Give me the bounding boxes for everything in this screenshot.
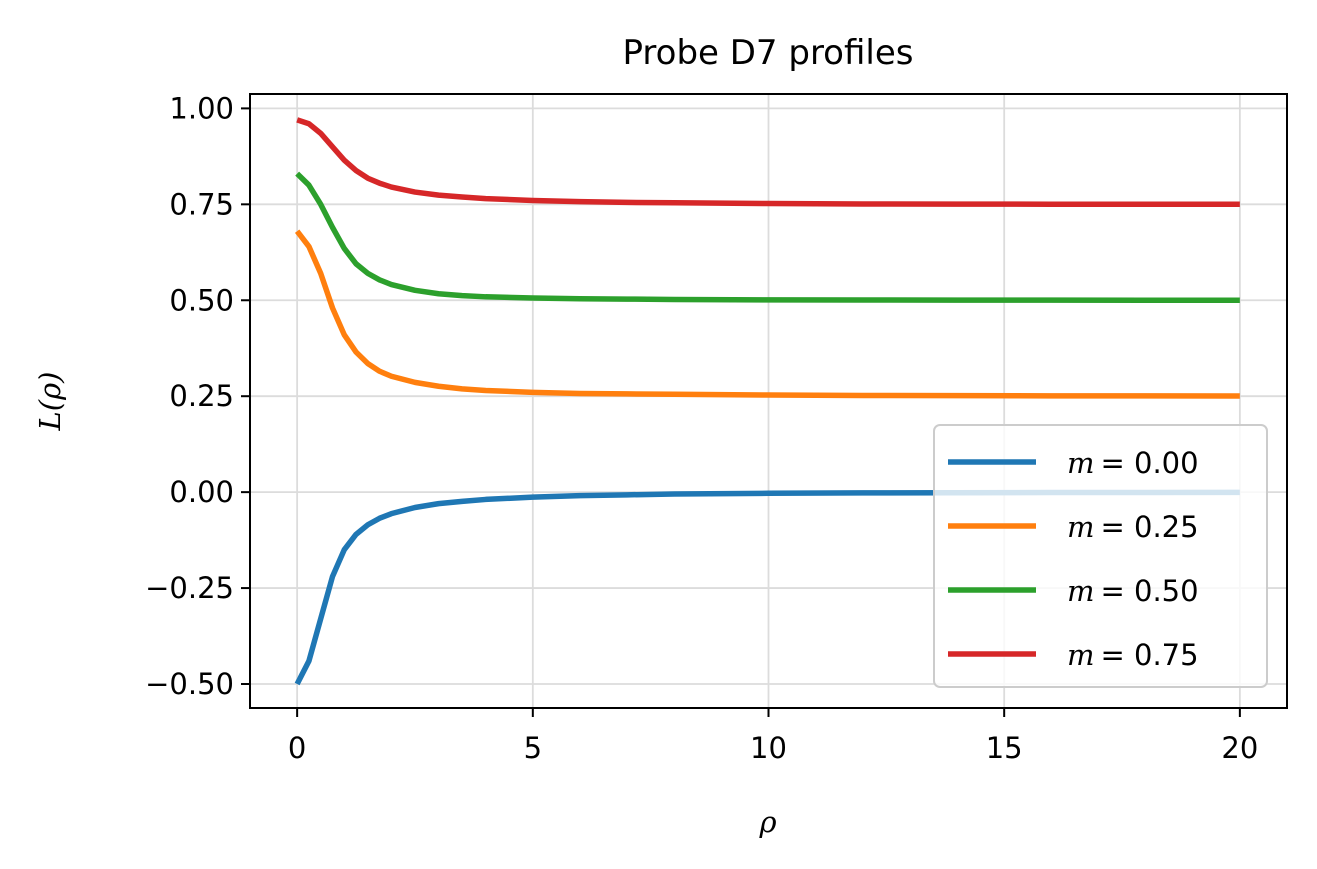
legend-label-value: = 0.50	[1101, 574, 1199, 608]
legend-box	[933, 424, 1268, 688]
y-tick-label: 0.50	[169, 283, 234, 317]
y-tick-label: 1.00	[169, 91, 234, 125]
legend-label-3: m = 0.75	[1067, 638, 1199, 672]
legend-label-symbol: m	[1067, 446, 1095, 480]
series-lines	[294, 117, 1240, 686]
legend-label-1: m = 0.25	[1067, 510, 1199, 544]
legend-label-value: = 0.00	[1101, 446, 1199, 480]
series-line-3	[296, 117, 1240, 208]
x-tick-label: 10	[750, 731, 787, 765]
x-tick-label: 5	[524, 731, 542, 765]
x-tick-label: 20	[1221, 731, 1258, 765]
y-tick-label: 0.25	[169, 379, 234, 413]
x-tick-label: 15	[986, 731, 1023, 765]
y-tick-label: −0.25	[145, 571, 234, 605]
legend-label-symbol: m	[1067, 510, 1095, 544]
y-tick-label: −0.50	[145, 667, 234, 701]
y-axis-ticks: −0.50 −0.25 0.00 0.25 0.50 0.75 1.00	[145, 91, 250, 701]
legend-label-value: = 0.75	[1101, 638, 1199, 672]
series-line-2	[295, 171, 1240, 303]
series-line-0	[294, 489, 1240, 686]
x-axis-label: ρ	[758, 805, 776, 839]
legend-label-symbol: m	[1067, 574, 1095, 608]
x-axis-ticks: 0 5 10 15 20	[288, 708, 1258, 765]
series-line-1	[294, 229, 1240, 399]
chart-title: Probe D7 profiles	[623, 33, 914, 73]
legend: m = 0.00m = 0.25m = 0.50m = 0.75	[933, 424, 1268, 688]
y-tick-label: 0.75	[169, 187, 234, 221]
legend-label-value: = 0.25	[1101, 510, 1199, 544]
x-tick-label: 0	[288, 731, 306, 765]
y-axis-label: L(ρ)	[33, 372, 67, 432]
y-tick-label: 0.00	[169, 475, 234, 509]
legend-label-2: m = 0.50	[1067, 574, 1199, 608]
legend-label-0: m = 0.00	[1067, 446, 1199, 480]
legend-label-symbol: m	[1067, 638, 1095, 672]
